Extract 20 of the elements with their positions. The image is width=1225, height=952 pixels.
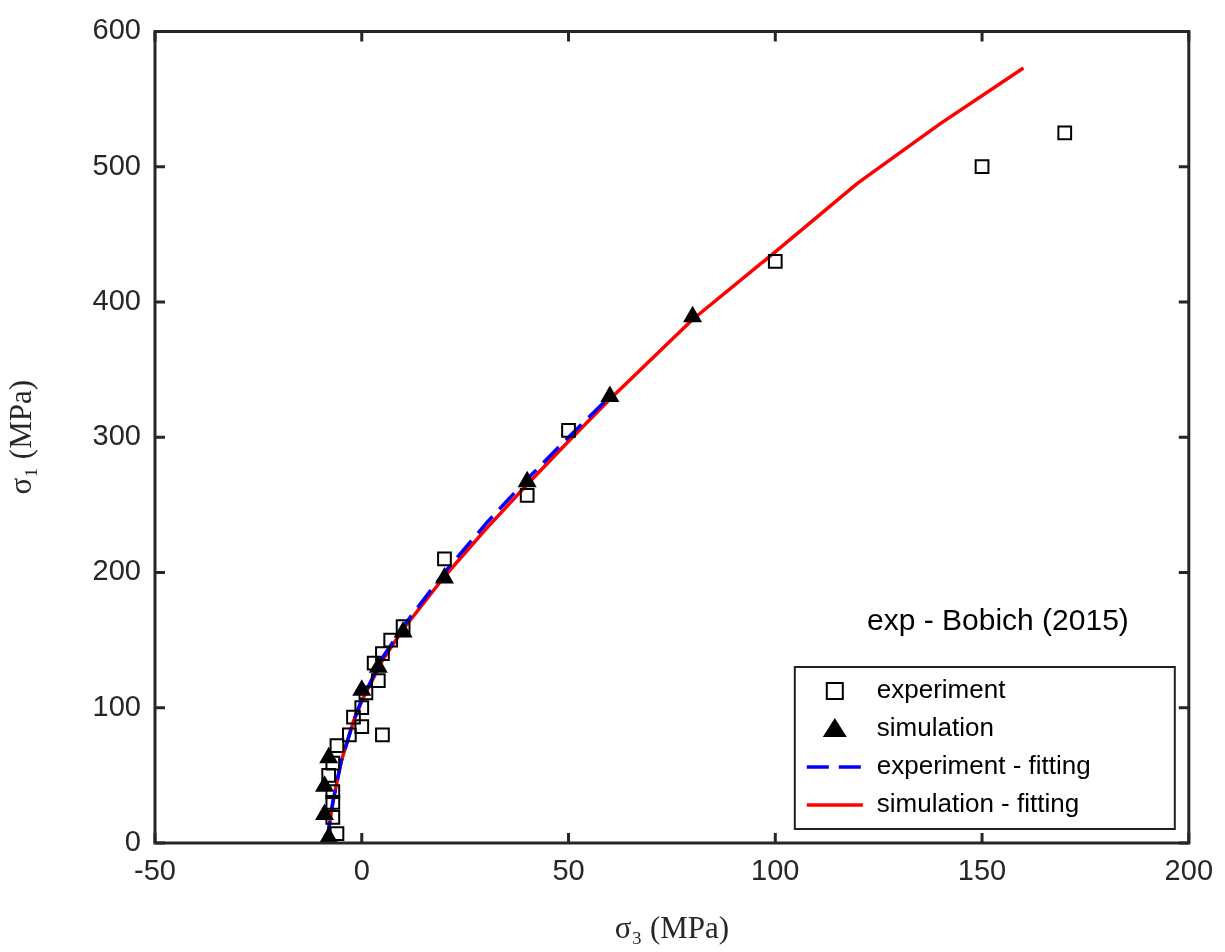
y-tick-label: 100 — [92, 689, 141, 722]
x-tick-label: 0 — [353, 854, 370, 887]
legend-label: experiment — [876, 674, 1007, 705]
y-tick-label: 400 — [92, 283, 141, 316]
y-tick-label: 300 — [92, 419, 141, 452]
x-tick-label: 150 — [957, 854, 1007, 887]
y-tick-label: 600 — [92, 13, 141, 46]
x-axis-title: σ₃ (MPa) — [614, 909, 730, 945]
x-tick-label: 100 — [751, 854, 800, 887]
annotation: exp - Bobich (2015) — [866, 603, 1129, 637]
y-tick-label: 0 — [124, 825, 141, 857]
x-tick-label: 50 — [552, 854, 585, 887]
legend-label: simulation - fitting — [876, 788, 1080, 819]
x-tick-label: -50 — [134, 854, 176, 887]
y-tick-label: 200 — [92, 554, 141, 587]
legend-label: simulation — [876, 712, 994, 743]
x-tick-label: 200 — [1164, 854, 1213, 887]
y-tick-label: 500 — [92, 148, 141, 181]
legend-label: experiment - fitting — [876, 750, 1091, 781]
y-axis-title: σ₁ (MPa) — [2, 379, 38, 495]
